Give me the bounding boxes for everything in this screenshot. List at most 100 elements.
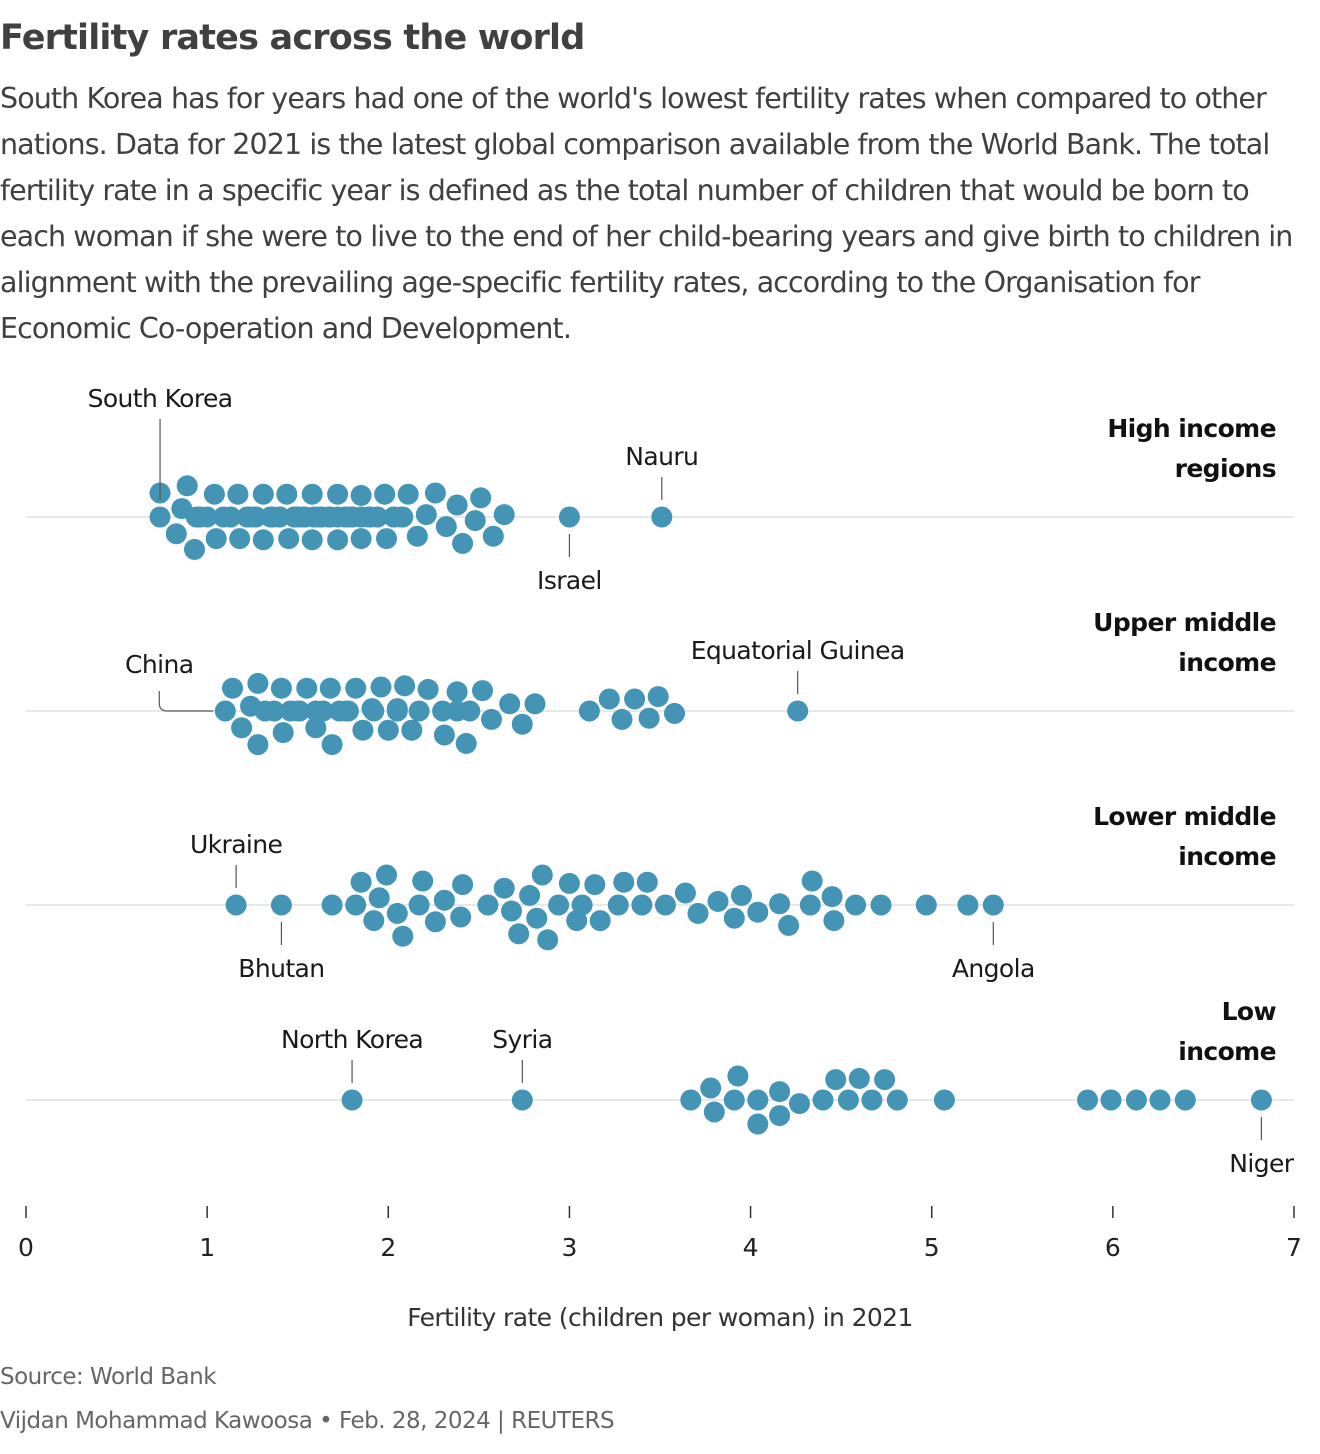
data-point[interactable] [397,483,419,505]
data-point[interactable] [837,1089,859,1111]
data-point[interactable] [787,700,809,722]
data-point[interactable] [392,506,414,528]
data-point[interactable] [624,688,646,710]
data-point[interactable] [424,911,446,933]
data-point[interactable] [222,677,243,699]
data-point[interactable] [558,506,580,528]
data-point[interactable] [363,910,385,932]
data-point[interactable] [508,923,530,945]
data-point[interactable] [598,688,620,710]
data-point[interactable] [386,902,408,924]
data-point[interactable] [321,894,343,916]
data-point[interactable] [386,700,408,722]
data-point[interactable] [825,1069,847,1091]
data-point[interactable] [394,675,416,697]
data-point[interactable] [319,677,341,699]
data-point[interactable] [537,929,559,951]
data-point[interactable] [214,700,236,722]
data-point[interactable] [870,894,892,916]
data-point[interactable] [680,1089,702,1111]
data-point[interactable] [205,528,227,550]
data-point[interactable] [401,719,423,741]
data-point[interactable] [270,894,292,916]
data-point[interactable] [406,525,428,547]
data-point[interactable] [252,529,274,551]
data-point[interactable] [165,523,187,545]
data-point[interactable] [584,874,606,896]
data-point[interactable] [446,494,468,516]
data-point[interactable] [278,528,300,550]
data-point[interactable] [769,1105,791,1127]
data-point[interactable] [412,870,434,892]
data-point[interactable] [245,506,267,528]
data-point[interactable] [477,894,499,916]
data-point[interactable] [270,677,292,699]
data-point[interactable] [845,894,867,916]
data-point[interactable] [723,1089,745,1111]
data-point[interactable] [464,510,486,532]
data-point[interactable] [1174,1089,1196,1111]
data-point[interactable] [220,506,242,528]
data-point[interactable] [417,678,439,700]
data-point[interactable] [472,680,493,702]
data-point[interactable] [184,538,205,560]
data-point[interactable] [607,894,629,916]
data-point[interactable] [886,1089,908,1111]
data-point[interactable] [231,717,253,739]
data-point[interactable] [376,864,397,886]
data-point[interactable] [703,1101,725,1123]
data-point[interactable] [435,516,457,538]
data-point[interactable] [548,894,570,916]
data-point[interactable] [470,487,492,509]
data-point[interactable] [664,702,685,724]
data-point[interactable] [499,693,521,715]
data-point[interactable] [225,894,247,916]
data-point[interactable] [203,483,225,505]
data-point[interactable] [501,900,522,922]
data-point[interactable] [377,719,399,741]
data-point[interactable] [799,894,821,916]
data-point[interactable] [269,506,291,528]
data-point[interactable] [707,890,729,912]
data-point[interactable] [350,871,372,893]
data-point[interactable] [874,1069,896,1091]
data-point[interactable] [789,1093,810,1115]
data-point[interactable] [263,700,285,722]
data-point[interactable] [1077,1089,1098,1111]
data-point[interactable] [1100,1089,1122,1111]
data-point[interactable] [613,871,635,893]
data-point[interactable] [455,732,477,754]
data-point[interactable] [823,910,845,932]
data-point[interactable] [452,874,474,896]
data-point[interactable] [647,686,669,708]
data-point[interactable] [769,1081,791,1103]
data-point[interactable] [341,1089,363,1111]
data-point[interactable] [511,713,533,735]
data-point[interactable] [636,871,658,893]
data-point[interactable] [611,708,633,730]
data-point[interactable] [433,889,455,911]
data-point[interactable] [915,894,937,916]
data-point[interactable] [301,529,323,551]
data-point[interactable] [558,872,580,894]
data-point[interactable] [296,677,318,699]
data-point[interactable] [511,1089,533,1111]
data-point[interactable] [531,864,553,886]
data-point[interactable] [482,525,504,547]
data-point[interactable] [493,504,515,526]
data-point[interactable] [459,700,481,722]
data-point[interactable] [321,734,343,756]
data-point[interactable] [424,482,446,504]
data-point[interactable] [376,528,397,550]
data-point[interactable] [801,870,823,892]
data-point[interactable] [276,483,298,505]
data-point[interactable] [778,914,800,936]
data-point[interactable] [247,672,269,694]
data-point[interactable] [861,1089,883,1111]
data-point[interactable] [350,484,372,506]
data-point[interactable] [452,532,474,554]
data-point[interactable] [1149,1089,1171,1111]
data-point[interactable] [289,700,310,722]
data-point[interactable] [524,693,546,715]
data-point[interactable] [408,700,430,722]
